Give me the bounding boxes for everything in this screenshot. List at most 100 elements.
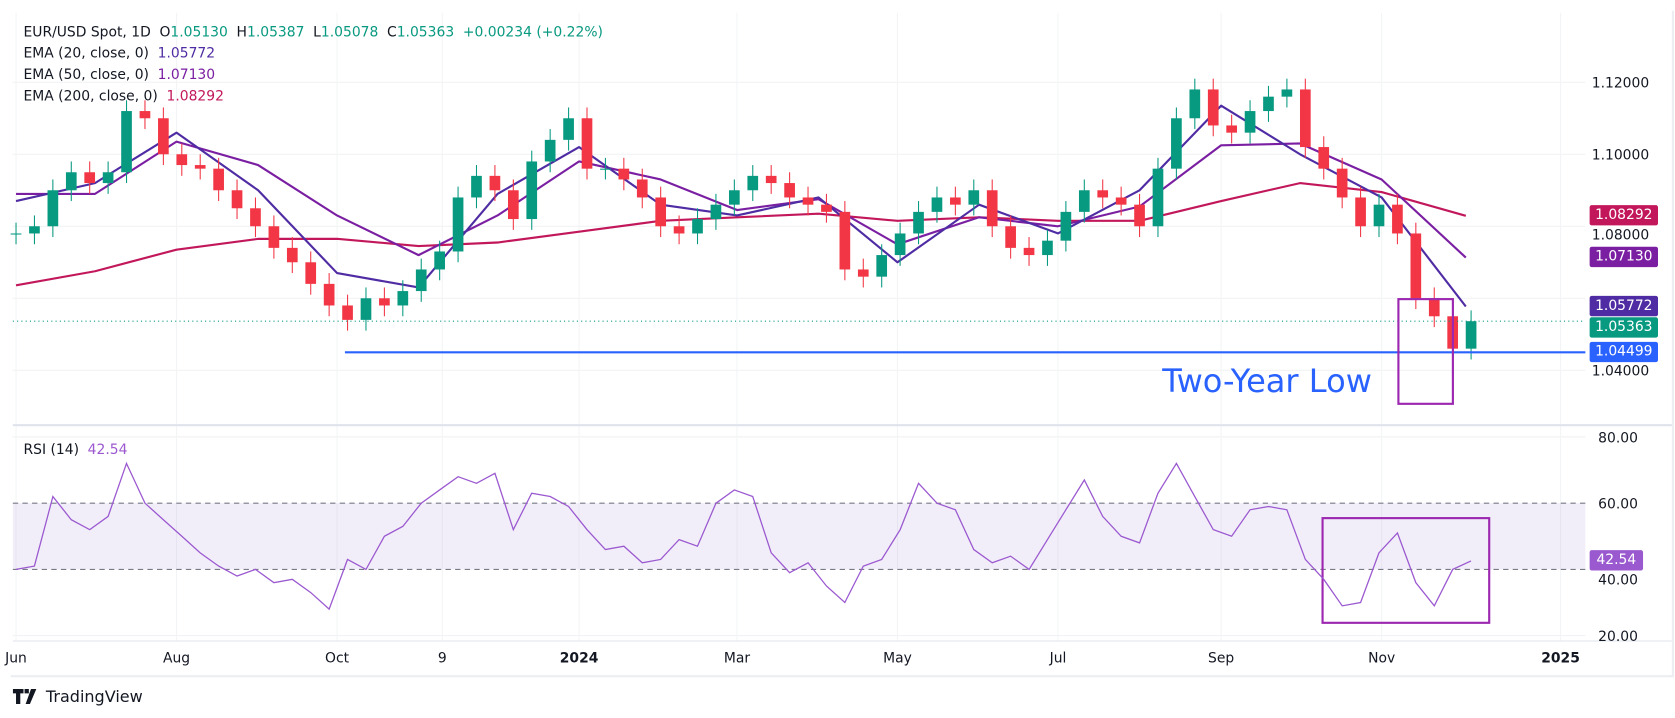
candle (1171, 107, 1182, 180)
candle-body (1465, 321, 1477, 349)
candle-body (876, 255, 888, 277)
candle (379, 287, 390, 317)
price-tag: 1.05363 (1589, 317, 1659, 338)
low-value: 1.05078 (320, 24, 379, 41)
candle-body (102, 172, 114, 184)
candle (931, 186, 943, 223)
price-tick-label: 1.08000 (1592, 227, 1649, 243)
candle (268, 215, 280, 259)
symbol-title: EUR/USD Spot, 1D (23, 24, 151, 41)
candle (1023, 237, 1035, 266)
candle-body (250, 208, 261, 227)
candle-body (857, 269, 869, 277)
candle (65, 161, 77, 202)
candle (1115, 186, 1127, 216)
candle (158, 107, 169, 166)
price-tick-label: 1.10000 (1592, 148, 1649, 164)
ema50-legend[interactable]: EMA (50, close, 0) 1.07130 (24, 67, 220, 83)
candle-body (507, 190, 519, 220)
candle-body (618, 168, 630, 180)
candle (139, 100, 151, 130)
ema200-legend[interactable]: EMA (200, close, 0) 1.08292 (24, 89, 229, 105)
candle-body (581, 118, 593, 169)
candle (636, 168, 648, 209)
candle (1355, 186, 1366, 238)
candle-body (1428, 298, 1440, 317)
candle-body (1005, 226, 1016, 248)
candle (1134, 193, 1145, 238)
candle (397, 280, 409, 317)
candle (323, 273, 335, 317)
candle-body (379, 298, 390, 306)
candle-body (692, 219, 703, 234)
low-label: L (313, 24, 321, 41)
candle (1226, 114, 1237, 144)
candle (415, 258, 427, 302)
candle (986, 179, 998, 238)
ema20-value: 1.05772 (157, 45, 216, 62)
candle-body (544, 139, 556, 162)
candle-body (1336, 168, 1348, 198)
candle-body (600, 168, 611, 170)
candle-body (1060, 211, 1072, 241)
price-tick-label: 1.04000 (1592, 364, 1649, 380)
candle (1281, 78, 1293, 108)
ema200-value: 1.08292 (166, 88, 224, 105)
time-tick-label: Mar (724, 650, 750, 666)
candle-body (636, 179, 648, 198)
candle-body (802, 197, 814, 205)
candle-body (360, 298, 372, 320)
candle (968, 179, 980, 216)
candle (84, 161, 96, 194)
time-tick-label: 9 (438, 650, 447, 666)
candle (1152, 157, 1164, 238)
candle (894, 222, 906, 266)
ema-line (15, 182, 1467, 287)
rsi-value-tag: 42.54 (1589, 550, 1644, 571)
price-tag: 1.05772 (1589, 295, 1659, 317)
candle-body (213, 168, 224, 191)
rsi-legend[interactable]: RSI (14) 42.54 (24, 442, 132, 458)
candle-body (121, 111, 132, 173)
candle-body (1318, 147, 1330, 169)
candle-body (747, 175, 759, 191)
candle (250, 197, 261, 238)
candle (102, 161, 114, 194)
candle (655, 186, 667, 238)
candle (231, 179, 243, 220)
close-label: C (387, 24, 397, 41)
candle (821, 193, 832, 223)
candle-body (1023, 247, 1035, 256)
candle (305, 251, 317, 295)
candle-body (139, 111, 151, 119)
candle-body (655, 197, 667, 227)
ema20-legend[interactable]: EMA (20, close, 0) 1.05772 (24, 46, 220, 62)
ema50-label: EMA (50, close, 0) (23, 67, 149, 84)
rsi-line (15, 461, 1472, 611)
candle-body (1207, 89, 1219, 126)
candle-body (563, 118, 574, 140)
ema-line (15, 104, 1467, 308)
two-year-low-annotation[interactable]: Two-Year Low (1162, 363, 1372, 401)
candle (452, 186, 464, 263)
candle (342, 294, 353, 331)
candle (1373, 193, 1385, 238)
candle (471, 165, 482, 209)
candle (47, 179, 59, 238)
candle-body (894, 233, 906, 256)
rsi-tick-label: 60.00 (1598, 497, 1638, 513)
tradingview-brand[interactable]: TradingView (12, 687, 143, 706)
candle-body (268, 226, 280, 248)
time-tick-label: May (883, 650, 912, 666)
high-label: H (236, 24, 248, 41)
candle-body (729, 190, 740, 205)
ema50-value: 1.07130 (157, 67, 216, 84)
close-value: 1.05363 (396, 24, 455, 41)
candle-body (231, 190, 243, 209)
price-tag: 1.04499 (1589, 341, 1659, 362)
open-label: O (159, 24, 171, 41)
candle-body (489, 175, 501, 191)
candle (1042, 229, 1053, 266)
candle-body (1115, 197, 1127, 205)
